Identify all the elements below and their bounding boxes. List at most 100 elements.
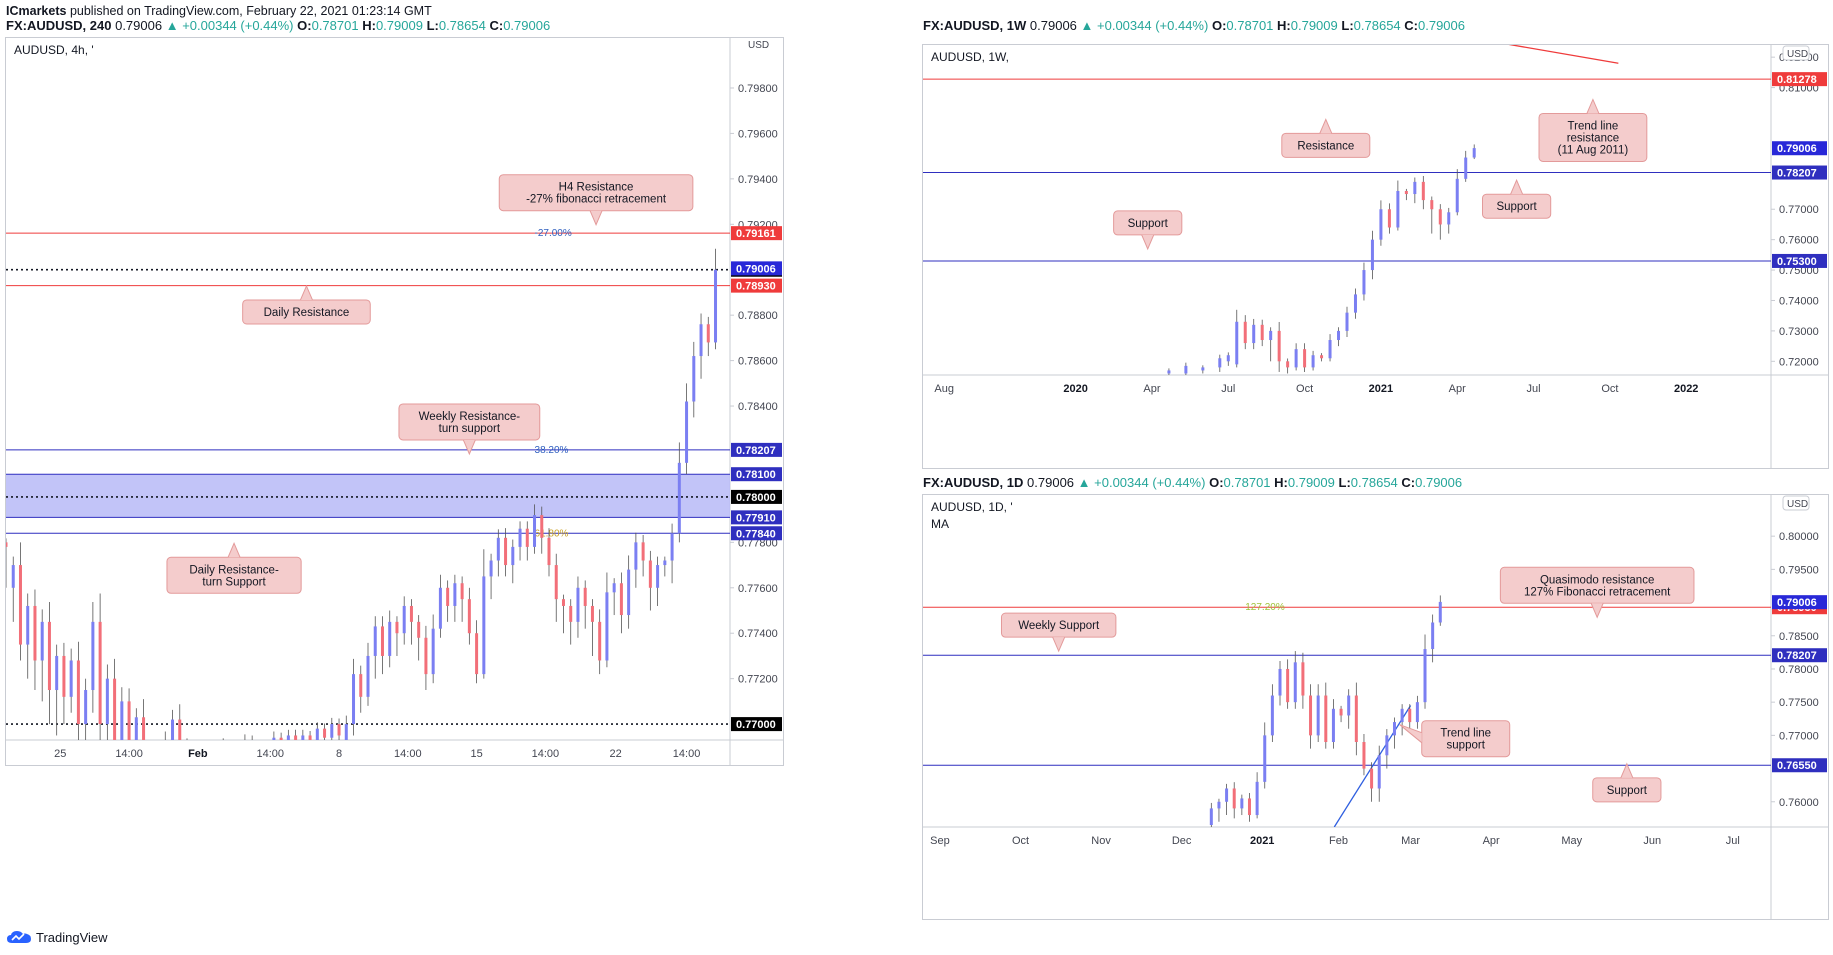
time-tick-label: Apr xyxy=(1143,383,1160,395)
bullish-candle xyxy=(699,313,703,379)
price-tick-label: 0.76000 xyxy=(1779,797,1819,809)
bullish-candle xyxy=(1353,288,1357,319)
bullish-candle xyxy=(511,539,515,584)
tradingview-footer[interactable]: TradingView xyxy=(6,929,108,945)
plot-area: 127.20% xyxy=(923,595,1771,827)
candle-body xyxy=(1328,340,1332,359)
candle-body xyxy=(467,599,471,634)
candle-body xyxy=(634,542,638,570)
price-tick-label: 0.78400 xyxy=(738,401,778,413)
candle-body xyxy=(55,655,59,691)
bullish-candle xyxy=(1385,729,1389,769)
candle-body xyxy=(554,565,558,600)
price-tag-bg xyxy=(731,510,782,525)
price-tag-bg xyxy=(731,261,782,276)
candle-body xyxy=(1226,355,1230,362)
bearish-candle xyxy=(76,641,80,740)
bearish-candle xyxy=(1286,659,1290,709)
bullish-candle xyxy=(1362,262,1366,301)
candle-body xyxy=(1331,708,1335,743)
price-tag: 0.77910 xyxy=(731,510,782,525)
price-tag: 0.78207 xyxy=(1772,648,1827,663)
candle-body xyxy=(315,728,319,740)
candle-body xyxy=(11,565,15,588)
price-tag: 0.78930 xyxy=(731,278,782,293)
indicator-label: MA xyxy=(931,517,949,531)
price-tag: 0.78207 xyxy=(731,442,782,457)
currency-label: USD xyxy=(1787,49,1808,60)
bearish-candle xyxy=(1260,319,1264,347)
high-value: 0.79009 xyxy=(1290,18,1338,33)
daily-chart-panel[interactable]: 127.20% Quasimodo resistance 127% Fibonacc… xyxy=(922,494,1829,920)
candle-body xyxy=(286,735,290,740)
candle-body xyxy=(525,528,529,547)
bearish-candle xyxy=(554,553,558,622)
bullish-candle xyxy=(164,731,166,740)
bearish-candle xyxy=(1303,343,1307,372)
bullish-candle xyxy=(1431,614,1435,663)
bullish-candle xyxy=(1240,794,1244,816)
bearish-candle xyxy=(236,746,239,765)
price-tick-label: 0.77200 xyxy=(738,674,778,686)
bearish-candle xyxy=(337,718,341,740)
bullish-candle xyxy=(1400,704,1404,736)
bearish-candle xyxy=(1430,196,1434,234)
candle-body xyxy=(460,583,464,600)
bullish-candle xyxy=(402,596,406,645)
price-tick-label: 0.77600 xyxy=(738,583,778,595)
bullish-candle xyxy=(1413,177,1417,204)
candle-body xyxy=(648,560,652,588)
time-tick-label: 14:00 xyxy=(256,748,284,760)
price-tag-label: 0.78207 xyxy=(736,445,776,457)
candle-body xyxy=(344,724,348,740)
bullish-candle xyxy=(1328,334,1332,362)
bullish-candle xyxy=(496,529,500,577)
bullish-candle xyxy=(1311,350,1315,371)
candle-body xyxy=(1413,181,1417,195)
price-tag: 0.81278 xyxy=(1772,72,1827,86)
bearish-candle xyxy=(460,576,464,622)
bullish-candle xyxy=(1226,352,1230,366)
candle-body xyxy=(352,674,356,725)
candle-body xyxy=(1316,695,1320,736)
candle-body xyxy=(446,587,450,606)
bullish-candle xyxy=(272,731,276,740)
time-tick-label: Oct xyxy=(1012,835,1029,847)
price-tick-label: 0.79500 xyxy=(1779,564,1819,576)
callout-text: resistance xyxy=(1567,132,1619,144)
weekly-chart-panel[interactable]: Resistance Trend line resistance (11 Aug 20… xyxy=(922,44,1829,469)
close-value-c: 0.79006 xyxy=(503,18,551,33)
candle-body xyxy=(1277,330,1281,362)
h4-chart-svg[interactable]: -27.00% 38.20% 61.80% H4 Resistance-27% fib… xyxy=(6,38,783,765)
bearish-candle xyxy=(467,587,471,645)
bullish-candle xyxy=(229,744,232,765)
callout-text: Weekly Resistance- xyxy=(419,411,521,423)
callout-text: Trend line xyxy=(1440,728,1491,740)
callout-pointer xyxy=(1319,118,1333,134)
candle-body xyxy=(1311,355,1315,368)
candle-body xyxy=(26,605,30,645)
bearish-candle xyxy=(98,593,102,740)
publisher-name[interactable]: ICmarkets xyxy=(6,4,67,18)
candle-body xyxy=(1347,695,1351,716)
price-tick-label: 0.78800 xyxy=(738,310,778,322)
candle-body xyxy=(98,621,102,725)
price-tick-label: 0.78000 xyxy=(1779,664,1819,676)
candle-body xyxy=(113,678,117,740)
candle-body xyxy=(279,737,283,740)
h4-chart-panel[interactable]: -27.00% 38.20% 61.80% H4 Resistance -27% fib… xyxy=(5,37,784,766)
bearish-candle xyxy=(1243,315,1247,350)
candle-body xyxy=(1430,200,1434,210)
candle-body xyxy=(1184,365,1188,374)
price-tag-label: 0.77840 xyxy=(736,528,776,540)
candle-body xyxy=(453,583,457,606)
bullish-candle xyxy=(352,658,356,736)
price-tag-bg xyxy=(1772,595,1827,610)
callout-text: -27% fibonacci retracement xyxy=(526,194,667,206)
chart-symbol-label: AUDUSD, 1D, ' xyxy=(931,500,1013,514)
candle-body xyxy=(504,537,508,566)
price-tag-label: 0.78207 xyxy=(1777,168,1817,180)
candle-body xyxy=(663,560,667,566)
